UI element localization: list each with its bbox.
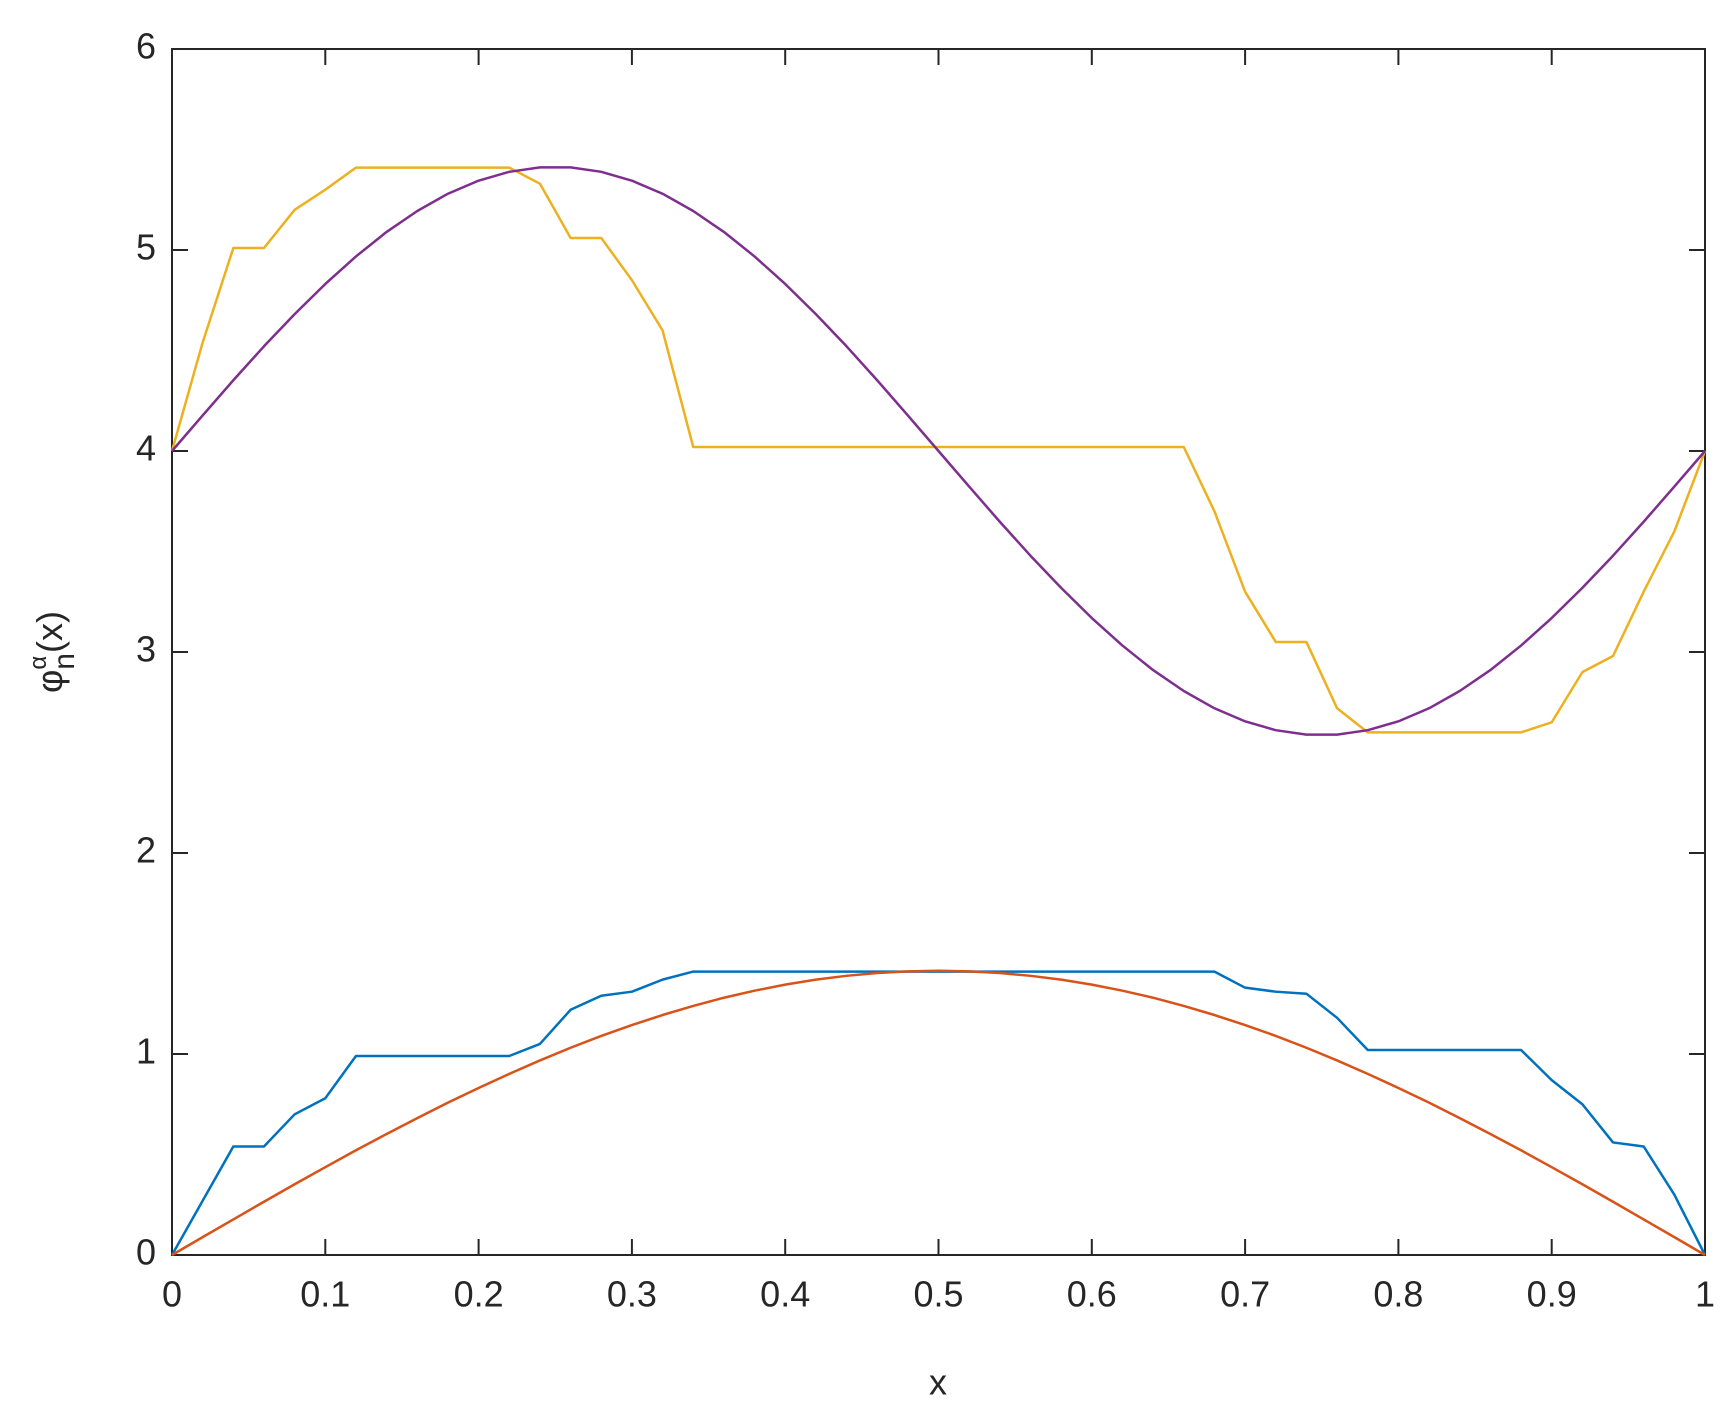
data-line [171, 166, 1706, 736]
data-line [170, 166, 1707, 734]
y-tick-label: 2 [136, 830, 156, 871]
x-tick-label: 1 [1695, 1274, 1715, 1315]
x-tick-label: 0.2 [454, 1274, 504, 1315]
y-axis-label: φαn(x) [25, 611, 81, 693]
x-tick-label: 0.5 [913, 1274, 963, 1315]
x-tick-label: 0 [162, 1274, 182, 1315]
y-tick-label: 3 [136, 629, 156, 670]
data-line [170, 970, 1707, 1256]
y-tick-label: 1 [136, 1031, 156, 1072]
x-tick-label: 0.6 [1067, 1274, 1117, 1315]
y-tick-label: 4 [136, 428, 156, 469]
data-line [171, 969, 1706, 1257]
x-tick-label: 0.1 [300, 1274, 350, 1315]
x-tick-label: 0.8 [1373, 1274, 1423, 1315]
y-label-base: φ [29, 670, 70, 693]
x-tick-label: 0.4 [760, 1274, 810, 1315]
y-label-sub: n [48, 653, 81, 670]
y-tick-label: 0 [136, 1232, 156, 1273]
y-tick-label: 6 [136, 26, 156, 67]
y-tick-label: 5 [136, 227, 156, 268]
y-label-sup: α [25, 656, 52, 670]
y-label-tail: (x) [29, 611, 70, 653]
x-axis-label: x [929, 1362, 947, 1403]
axes-box [171, 48, 1706, 1256]
x-tick-label: 0.3 [607, 1274, 657, 1315]
x-tick-label: 0.9 [1527, 1274, 1577, 1315]
x-tick-label: 0.7 [1220, 1274, 1270, 1315]
